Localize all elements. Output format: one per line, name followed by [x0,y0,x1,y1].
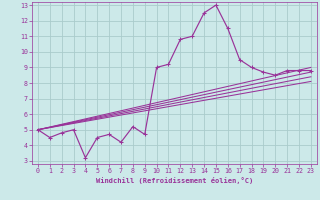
X-axis label: Windchill (Refroidissement éolien,°C): Windchill (Refroidissement éolien,°C) [96,177,253,184]
